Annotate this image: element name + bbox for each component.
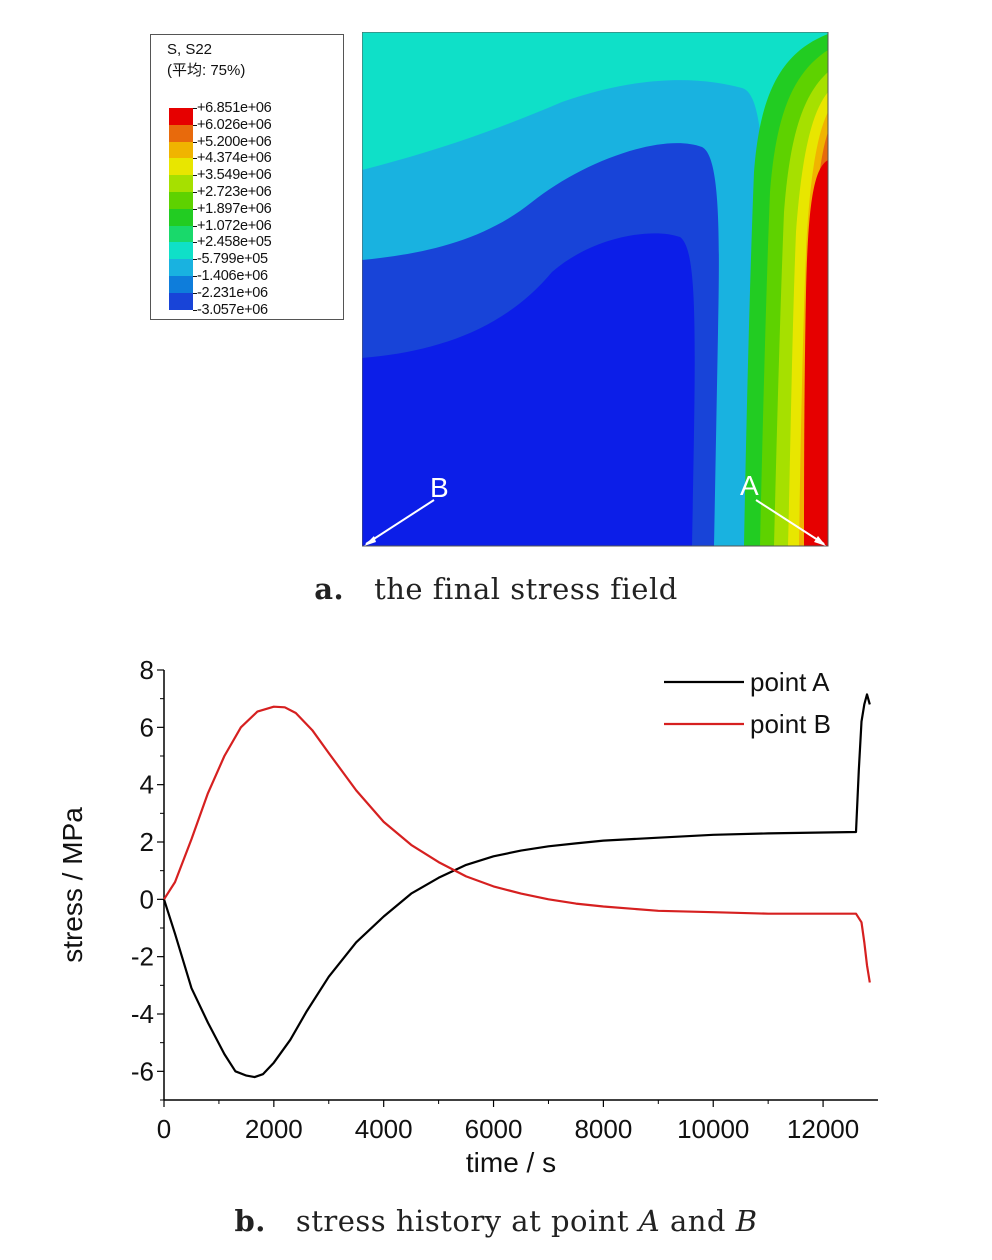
series-line-point-b bbox=[163, 705, 871, 983]
y-tick-label: 2 bbox=[140, 827, 154, 857]
legend-swatch bbox=[169, 175, 193, 192]
x-tick-label: 0 bbox=[157, 1114, 171, 1144]
legend-swatch bbox=[169, 292, 193, 310]
x-tick-label: 12000 bbox=[787, 1114, 859, 1144]
legend-swatch bbox=[169, 242, 193, 260]
chart-legend: point A point B bbox=[664, 667, 831, 739]
y-tick-label: -2 bbox=[131, 942, 154, 972]
legend-tick bbox=[193, 141, 197, 143]
y-tick-label: 8 bbox=[140, 655, 154, 685]
caption-a-tag: a. bbox=[314, 572, 345, 606]
caption-b-point-b: B bbox=[735, 1204, 758, 1238]
contour-legend: S, S22 (平均: 75%) +6.851e+06 +6.026e+06 +5.… bbox=[150, 34, 344, 320]
legend-tick bbox=[193, 309, 197, 311]
stress-field-panel: S, S22 (平均: 75%) +6.851e+06 +6.026e+06 +5.… bbox=[150, 30, 832, 552]
legend-swatch bbox=[169, 158, 193, 176]
legend-tick bbox=[193, 292, 197, 294]
legend-tick bbox=[193, 192, 197, 193]
point-a-arrow bbox=[755, 499, 825, 545]
legend-level-label: +1.897e+06 bbox=[197, 200, 272, 217]
x-tick-label: 2000 bbox=[245, 1114, 303, 1144]
caption-a-text: the final stress field bbox=[374, 572, 678, 606]
point-a-label: A bbox=[740, 470, 759, 501]
legend-level-label: -2.231e+06 bbox=[197, 284, 268, 301]
legend-level-label: -3.057e+06 bbox=[197, 301, 268, 318]
y-tick-label: -6 bbox=[131, 1056, 154, 1086]
legend-level-label: +1.072e+06 bbox=[197, 217, 272, 234]
point-a-arrowhead bbox=[814, 536, 826, 546]
chart-series bbox=[162, 693, 871, 1079]
x-axis-label: time / s bbox=[466, 1147, 556, 1178]
legend-level-label: +2.723e+06 bbox=[197, 184, 272, 200]
point-b-arrow bbox=[365, 499, 435, 545]
legend-level-label: +5.200e+06 bbox=[197, 133, 272, 150]
legend-title: S, S22 bbox=[167, 41, 213, 58]
y-tick-label: 4 bbox=[140, 770, 154, 800]
caption-b: b. stress history at point A and B bbox=[0, 1204, 992, 1238]
legend-level-label: +6.026e+06 bbox=[197, 116, 272, 133]
contour-band-6.851e06 bbox=[804, 160, 828, 546]
legend-swatch bbox=[169, 192, 193, 209]
y-axis-label: stress / MPa bbox=[57, 807, 88, 963]
legend-level-label: +4.374e+06 bbox=[197, 150, 272, 167]
x-tick-label: 10000 bbox=[677, 1114, 749, 1144]
legend-tick bbox=[193, 225, 197, 227]
caption-b-text: stress history at point bbox=[295, 1204, 639, 1238]
legend-swatch bbox=[169, 141, 193, 159]
legend-swatch bbox=[169, 208, 193, 226]
y-tick-label: 6 bbox=[140, 712, 154, 742]
legend-level-label: -1.406e+06 bbox=[197, 268, 268, 284]
legend-label: point B bbox=[750, 709, 831, 739]
legend-swatch bbox=[169, 108, 193, 125]
point-b-label: B bbox=[430, 472, 449, 503]
legend-tick bbox=[193, 124, 197, 126]
contour-band-minus-2.231e06 bbox=[362, 233, 695, 546]
x-tick-label: 8000 bbox=[574, 1114, 632, 1144]
legend-tick bbox=[193, 175, 197, 177]
legend-level-label: -5.799e+05 bbox=[197, 251, 268, 268]
caption-b-tag: b. bbox=[234, 1204, 266, 1238]
chart-axes: 0 2000 4000 6000 8000 10000 12000 -6 -4 -2 0 2 4 6 8 ti… bbox=[57, 655, 878, 1178]
stress-history-chart: 0 2000 4000 6000 8000 10000 12000 -6 -4 -2 0 2 4 6 8 ti… bbox=[57, 655, 878, 1178]
contour-plot: B A bbox=[362, 32, 829, 547]
caption-a: a. the final stress field bbox=[0, 572, 992, 606]
legend-tick bbox=[193, 276, 197, 277]
x-tick-label: 4000 bbox=[355, 1114, 413, 1144]
point-b-arrowhead bbox=[364, 536, 376, 546]
legend-swatch bbox=[169, 276, 193, 293]
legend-tick bbox=[193, 259, 197, 261]
legend-swatch bbox=[169, 124, 193, 142]
legend-tick bbox=[193, 208, 197, 210]
x-tick-label: 6000 bbox=[465, 1114, 523, 1144]
caption-b-and: and bbox=[660, 1204, 736, 1238]
legend-label: point A bbox=[750, 667, 830, 697]
legend-tick bbox=[193, 108, 197, 109]
legend-swatch bbox=[169, 259, 193, 276]
contour-frame bbox=[362, 32, 829, 547]
legend-level-label: +3.549e+06 bbox=[197, 167, 272, 184]
legend-level-label: +2.458e+05 bbox=[197, 234, 272, 251]
y-tick-label: -4 bbox=[131, 999, 154, 1029]
y-tick-label: 0 bbox=[140, 884, 154, 914]
series-line-point-a bbox=[162, 693, 871, 1079]
legend-subtitle: (平均: 75%) bbox=[167, 62, 246, 79]
legend-level-label: +6.851e+06 bbox=[197, 100, 272, 116]
legend-tick bbox=[193, 242, 197, 244]
legend-swatch bbox=[169, 225, 193, 243]
legend-tick bbox=[193, 158, 197, 160]
caption-b-point-a: A bbox=[638, 1204, 661, 1238]
